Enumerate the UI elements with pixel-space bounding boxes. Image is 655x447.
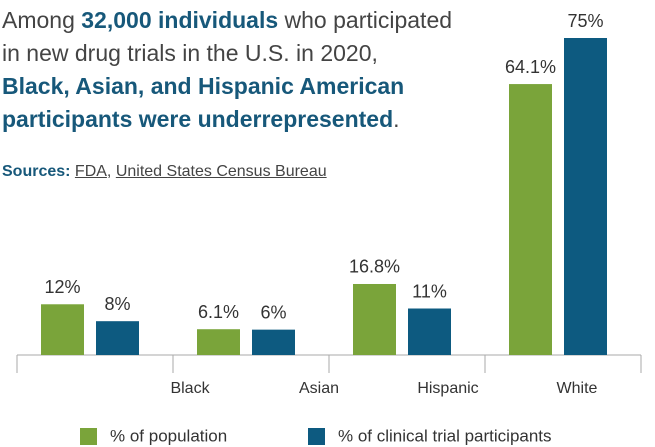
source-link[interactable]: FDA — [74, 163, 107, 180]
bar — [252, 329, 295, 355]
bar — [96, 321, 139, 355]
bar — [408, 308, 451, 355]
sources: Sources: FDA, United States Census Burea… — [2, 163, 327, 181]
sources-label: Sources: — [2, 163, 71, 180]
title-part: participants were underrepresented — [2, 106, 394, 132]
value-label: 11% — [412, 281, 447, 301]
source-link[interactable]: United States Census Bureau — [115, 163, 327, 180]
legend-label: % of population — [110, 426, 227, 445]
value-label: 6% — [260, 302, 286, 322]
title-part: . — [393, 106, 400, 132]
legend-swatch — [308, 428, 325, 445]
title-line: participants were underrepresented. — [2, 103, 452, 136]
value-label: 64.1% — [505, 57, 556, 77]
x-tick-label: Hispanic — [417, 380, 478, 397]
value-label: 8% — [104, 294, 130, 314]
value-label: 6.1% — [198, 302, 239, 322]
legend-label: % of clinical trial participants — [338, 426, 552, 445]
title-part: Among — [2, 7, 82, 33]
title-part: who participated — [278, 7, 453, 33]
x-tick-label: Asian — [299, 380, 339, 397]
chart-title: Among 32,000 individuals who participate… — [2, 4, 452, 136]
title-line: Among 32,000 individuals who participate… — [2, 4, 452, 37]
title-line: in new drug trials in the U.S. in 2020, — [2, 37, 452, 70]
title-part: in new drug trials in the U.S. in 2020, — [2, 40, 378, 66]
bar — [353, 283, 396, 355]
title-part: Black, Asian, and Hispanic American — [2, 73, 405, 99]
bar — [41, 304, 84, 355]
legend-swatch — [80, 428, 97, 445]
separator: , — [106, 163, 112, 180]
x-tick-label: Black — [170, 380, 210, 397]
title-line: Black, Asian, and Hispanic American — [2, 70, 452, 103]
bar — [197, 329, 240, 355]
value-label: 16.8% — [349, 257, 400, 277]
bar — [509, 84, 552, 355]
value-label: 75% — [567, 11, 603, 31]
bar — [564, 38, 607, 355]
title-part: 32,000 individuals — [81, 7, 279, 33]
x-tick-label: White — [557, 380, 598, 397]
value-label: 12% — [44, 277, 80, 297]
